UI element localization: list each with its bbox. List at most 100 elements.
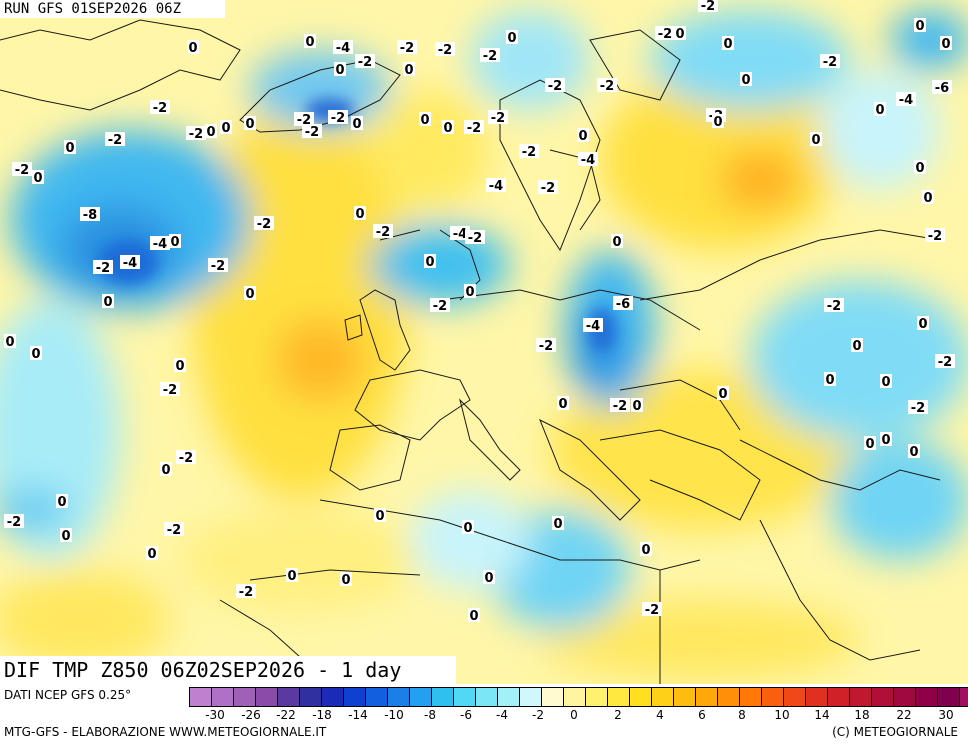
svg-text:-2: -2 <box>189 127 203 142</box>
svg-text:0: 0 <box>941 37 950 52</box>
contour-value-label: 0 <box>577 128 589 144</box>
contour-value-label: 0 <box>712 114 724 130</box>
contour-value-label: -4 <box>583 318 603 334</box>
svg-text:-2: -2 <box>541 181 555 196</box>
svg-text:0: 0 <box>641 543 650 558</box>
contour-value-label: 0 <box>354 206 366 222</box>
svg-text:-2: -2 <box>257 217 271 232</box>
contour-value-label: -2 <box>160 382 180 398</box>
contour-value-label: -2 <box>4 514 24 530</box>
svg-text:-4: -4 <box>586 319 600 334</box>
scale-label: 18 <box>854 708 870 722</box>
contour-value-label: -2 <box>538 180 558 196</box>
scale-swatch <box>585 687 608 707</box>
svg-text:-2: -2 <box>522 145 536 160</box>
scale-swatch <box>519 687 542 707</box>
contour-value-label: 0 <box>552 516 564 532</box>
contour-value-label: 0 <box>483 570 495 586</box>
contour-value-label: 0 <box>611 234 623 250</box>
svg-text:0: 0 <box>811 133 820 148</box>
scale-swatch <box>761 687 784 707</box>
contour-value-label: 0 <box>304 34 316 50</box>
svg-text:0: 0 <box>5 335 14 350</box>
svg-text:0: 0 <box>305 35 314 50</box>
scale-label: 4 <box>656 708 664 722</box>
contour-value-label: 0 <box>464 284 476 300</box>
contour-value-label: 0 <box>169 234 181 250</box>
svg-text:0: 0 <box>175 359 184 374</box>
svg-text:0: 0 <box>31 347 40 362</box>
scale-swatch <box>409 687 432 707</box>
scale-swatch <box>849 687 872 707</box>
svg-text:0: 0 <box>909 445 918 460</box>
contour-value-label: 0 <box>32 170 44 186</box>
svg-text:-2: -2 <box>600 79 614 94</box>
svg-text:-8: -8 <box>83 208 97 223</box>
scale-swatch <box>431 687 454 707</box>
contour-value-label: -2 <box>536 338 556 354</box>
svg-text:0: 0 <box>375 509 384 524</box>
contour-value-label: -2 <box>355 54 375 70</box>
contour-value-label: 0 <box>419 112 431 128</box>
contour-value-label: -2 <box>464 120 484 136</box>
svg-text:-2: -2 <box>548 79 562 94</box>
svg-text:-2: -2 <box>645 603 659 618</box>
contour-value-label: 0 <box>462 520 474 536</box>
contour-value-label: 0 <box>374 508 386 524</box>
svg-text:0: 0 <box>355 207 364 222</box>
contour-value-label: -2 <box>186 126 206 142</box>
contour-value-label: -2 <box>698 0 718 14</box>
svg-text:0: 0 <box>245 117 254 132</box>
scale-swatch <box>695 687 718 707</box>
scale-swatch <box>321 687 344 707</box>
scale-label: -6 <box>460 708 472 722</box>
svg-text:-2: -2 <box>823 55 837 70</box>
contour-value-label: 0 <box>717 386 729 402</box>
contour-value-label: -2 <box>430 298 450 314</box>
contour-value-label: 0 <box>286 568 298 584</box>
contour-value-label: 0 <box>160 462 172 478</box>
scale-label: -18 <box>312 708 332 722</box>
svg-text:-2: -2 <box>376 225 390 240</box>
contour-value-label: -4 <box>150 236 170 252</box>
svg-text:-2: -2 <box>938 355 952 370</box>
scale-label: -14 <box>348 708 368 722</box>
svg-text:0: 0 <box>923 191 932 206</box>
svg-text:-2: -2 <box>167 523 181 538</box>
contour-value-label: 0 <box>722 36 734 52</box>
contour-value-label: 0 <box>244 286 256 302</box>
scale-label: 22 <box>896 708 912 722</box>
scale-label: -22 <box>276 708 296 722</box>
scale-label: -26 <box>241 708 261 722</box>
contour-value-label: -2 <box>176 450 196 466</box>
svg-text:-2: -2 <box>701 0 715 14</box>
svg-text:-6: -6 <box>616 297 630 312</box>
contour-value-label: 0 <box>674 26 686 42</box>
contour-value-label: 0 <box>4 334 16 350</box>
svg-text:-2: -2 <box>179 451 193 466</box>
color-scale-legend: DATI NCEP GFS 0.25° -30 -26 -22 -18 -14 -10 -8… <box>0 684 968 745</box>
svg-text:-2: -2 <box>613 399 627 414</box>
svg-text:-2: -2 <box>438 43 452 58</box>
svg-text:0: 0 <box>465 285 474 300</box>
svg-text:0: 0 <box>245 287 254 302</box>
svg-text:0: 0 <box>558 397 567 412</box>
contour-value-label: -2 <box>373 224 393 240</box>
contour-value-label: -2 <box>93 260 113 276</box>
svg-text:0: 0 <box>865 437 874 452</box>
contour-value-label: -2 <box>465 230 485 246</box>
svg-text:0: 0 <box>404 63 413 78</box>
svg-text:-2: -2 <box>358 55 372 70</box>
svg-text:-2: -2 <box>239 585 253 600</box>
contour-value-label: -2 <box>254 216 274 232</box>
contour-value-label: -4 <box>120 255 140 271</box>
scale-swatch <box>937 687 960 707</box>
contour-value-label: 0 <box>220 120 232 136</box>
svg-text:-2: -2 <box>911 401 925 416</box>
scale-label: 30 <box>938 708 954 722</box>
svg-text:-4: -4 <box>453 227 467 242</box>
svg-text:-2: -2 <box>15 163 29 178</box>
contour-value-label: -2 <box>488 110 508 126</box>
contour-value-label: 0 <box>60 528 72 544</box>
contour-value-label: -8 <box>80 207 100 223</box>
